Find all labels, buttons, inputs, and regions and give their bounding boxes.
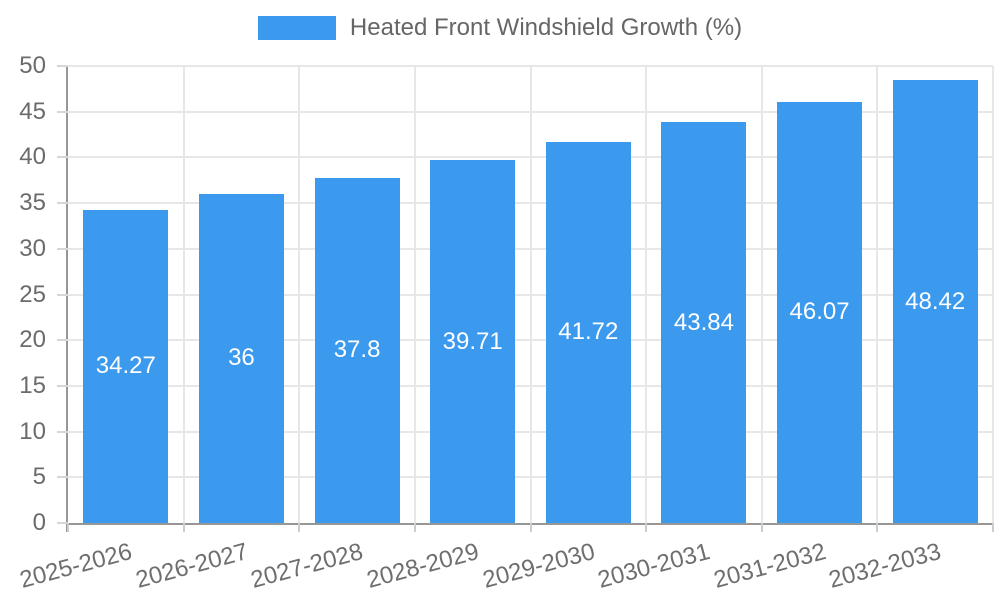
x-tick-mark — [529, 523, 532, 532]
y-tick-label: 20 — [19, 326, 46, 354]
bar-value-label: 39.71 — [442, 327, 503, 355]
x-tick-mark — [760, 523, 763, 532]
x-tick-mark — [645, 523, 648, 532]
x-tick-mark — [876, 523, 879, 532]
y-tick-mark — [57, 202, 68, 205]
y-axis-line — [66, 66, 68, 533]
legend-item[interactable]: Heated Front Windshield Growth (%) — [0, 14, 1000, 42]
x-tick-label-2025-2026: 2025-2026 — [16, 538, 135, 594]
bar-2026-2027[interactable]: 36 — [198, 193, 284, 523]
legend-label: Heated Front Windshield Growth (%) — [349, 14, 743, 41]
y-tick-label: 50 — [19, 52, 46, 79]
y-tick-mark — [57, 522, 68, 524]
v-gridline — [876, 66, 879, 523]
x-tick-mark — [298, 523, 301, 532]
y-tick-label: 45 — [19, 97, 46, 125]
bar-value-label: 48.42 — [905, 287, 966, 315]
legend-swatch-icon — [257, 16, 336, 40]
bar-2028-2029[interactable]: 39.71 — [430, 160, 516, 523]
x-tick-label-2031-2032: 2031-2032 — [710, 538, 829, 594]
bar-value-label: 34.27 — [95, 352, 156, 380]
x-tick-label-2027-2028: 2027-2028 — [248, 538, 367, 594]
y-tick-label: 25 — [19, 280, 46, 308]
v-gridline — [645, 66, 648, 523]
v-gridline — [182, 66, 185, 523]
x-tick-label-2029-2030: 2029-2030 — [479, 538, 598, 594]
bar-2032-2033[interactable]: 48.42 — [892, 80, 978, 523]
x-tick-mark — [67, 523, 69, 532]
y-tick-mark — [57, 430, 68, 433]
x-tick-mark — [182, 523, 185, 532]
y-tick-label: 0 — [32, 509, 46, 536]
bar-2027-2028[interactable]: 37.8 — [314, 177, 400, 523]
plot-area: 34.27 36 37.8 39.71 41.72 43.84 46.07 48.42 — [66, 65, 994, 533]
v-gridline — [760, 66, 763, 523]
x-tick-label-2028-2029: 2028-2029 — [363, 538, 482, 594]
y-tick-label: 10 — [19, 417, 46, 445]
bar-value-label: 41.72 — [558, 318, 619, 346]
x-tick-label-2030-2031: 2030-2031 — [595, 538, 713, 594]
bar-2029-2030[interactable]: 41.72 — [545, 141, 631, 523]
v-gridline — [992, 66, 994, 523]
y-tick-label: 35 — [19, 189, 46, 217]
bar-value-label: 37.8 — [333, 336, 381, 364]
y-tick-mark — [57, 156, 68, 159]
x-tick-mark — [992, 523, 994, 532]
x-tick-mark — [413, 523, 416, 532]
y-tick-label: 30 — [19, 234, 46, 262]
y-tick-label: 40 — [19, 143, 46, 171]
x-tick-label-2026-2027: 2026-2027 — [132, 538, 251, 594]
v-gridline — [298, 66, 301, 523]
bar-value-label: 43.84 — [673, 308, 734, 336]
x-tick-label-2032-2033: 2032-2033 — [826, 538, 945, 594]
bar-2025-2026[interactable]: 34.27 — [83, 209, 169, 523]
y-tick-mark — [57, 384, 68, 387]
y-tick-mark — [57, 293, 68, 296]
v-gridline — [529, 66, 532, 523]
y-tick-mark — [57, 476, 68, 479]
y-tick-mark — [57, 65, 68, 67]
y-tick-label: 5 — [32, 463, 46, 491]
y-tick-mark — [57, 247, 68, 250]
bar-value-label: 46.07 — [789, 298, 850, 326]
bar-2031-2032[interactable]: 46.07 — [777, 101, 863, 523]
v-gridline — [413, 66, 416, 523]
bar-2030-2031[interactable]: 43.84 — [661, 122, 747, 523]
y-tick-mark — [57, 110, 68, 113]
y-tick-label: 15 — [19, 371, 46, 399]
bar-value-label: 36 — [228, 344, 255, 372]
y-tick-mark — [57, 339, 68, 342]
